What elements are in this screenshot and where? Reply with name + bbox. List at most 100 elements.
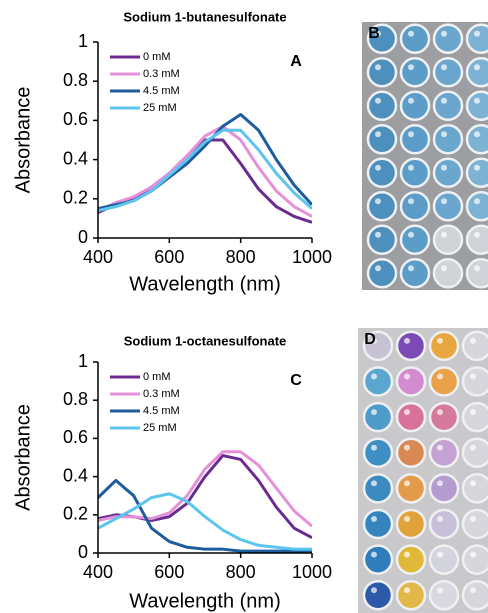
well-glare bbox=[441, 31, 447, 37]
well bbox=[467, 259, 488, 287]
y-tick-label: 0.4 bbox=[63, 148, 88, 168]
y-tick-label: 0.8 bbox=[63, 70, 88, 90]
panel-label: C bbox=[290, 372, 302, 389]
well bbox=[364, 367, 392, 395]
well bbox=[401, 226, 429, 254]
well bbox=[463, 403, 488, 431]
well bbox=[364, 474, 392, 502]
well-glare bbox=[408, 232, 414, 238]
well bbox=[434, 25, 462, 53]
panel-label: A bbox=[290, 53, 302, 70]
well-glare bbox=[474, 131, 480, 137]
well-glare bbox=[408, 31, 414, 37]
well bbox=[364, 546, 392, 574]
well-glare bbox=[474, 31, 480, 37]
legend-label: 4.5 mM bbox=[143, 405, 180, 417]
well-glare bbox=[470, 552, 476, 558]
well-glare bbox=[437, 516, 443, 522]
well-glare bbox=[375, 131, 381, 137]
well-glare bbox=[474, 64, 480, 70]
well bbox=[463, 581, 488, 609]
y-axis-label: Absorbance bbox=[12, 87, 34, 194]
chart-title: Sodium 1-butanesulfonate bbox=[123, 9, 286, 24]
well-glare bbox=[404, 587, 410, 593]
well bbox=[397, 332, 425, 360]
well-glare bbox=[441, 64, 447, 70]
well bbox=[397, 546, 425, 574]
well-glare bbox=[375, 165, 381, 171]
well bbox=[397, 439, 425, 467]
well bbox=[368, 125, 396, 153]
well-glare bbox=[375, 198, 381, 204]
well-glare bbox=[408, 265, 414, 271]
well bbox=[467, 125, 488, 153]
well bbox=[397, 581, 425, 609]
x-tick-label: 600 bbox=[154, 247, 184, 267]
well-glare bbox=[404, 338, 410, 344]
well-glare bbox=[375, 265, 381, 271]
well bbox=[368, 58, 396, 86]
well-glare bbox=[371, 445, 377, 451]
well-glare bbox=[437, 409, 443, 415]
well-glare bbox=[404, 445, 410, 451]
well bbox=[434, 226, 462, 254]
y-tick-label: 0.2 bbox=[63, 504, 88, 524]
well-glare bbox=[470, 373, 476, 379]
y-tick-label: 0.2 bbox=[63, 188, 88, 208]
well bbox=[467, 159, 488, 187]
well-glare bbox=[474, 165, 480, 171]
well bbox=[430, 367, 458, 395]
well bbox=[401, 92, 429, 120]
well bbox=[430, 546, 458, 574]
well bbox=[401, 25, 429, 53]
well bbox=[397, 367, 425, 395]
chart-title: Sodium 1-octanesulfonate bbox=[124, 333, 287, 348]
well-glare bbox=[470, 516, 476, 522]
legend-label: 4.5 mM bbox=[143, 85, 180, 97]
y-tick-label: 0 bbox=[78, 542, 88, 562]
well bbox=[434, 92, 462, 120]
well-glare bbox=[437, 373, 443, 379]
well-glare bbox=[404, 516, 410, 522]
well-glare bbox=[441, 98, 447, 104]
well bbox=[463, 510, 488, 538]
y-axis-label: Absorbance bbox=[12, 404, 34, 511]
legend-label: 0.3 mM bbox=[143, 68, 180, 80]
well-glare bbox=[371, 373, 377, 379]
well bbox=[401, 125, 429, 153]
well-glare bbox=[404, 373, 410, 379]
well bbox=[463, 332, 488, 360]
well bbox=[430, 474, 458, 502]
well-glare bbox=[437, 552, 443, 558]
well-glare bbox=[470, 445, 476, 451]
well bbox=[368, 226, 396, 254]
series-line bbox=[98, 494, 312, 549]
y-tick-label: 0.8 bbox=[63, 389, 88, 409]
well-glare bbox=[404, 480, 410, 486]
x-axis-label: Wavelength (nm) bbox=[129, 273, 281, 295]
well-glare bbox=[408, 64, 414, 70]
well bbox=[430, 439, 458, 467]
well bbox=[401, 58, 429, 86]
well-glare bbox=[437, 338, 443, 344]
well bbox=[364, 581, 392, 609]
well-glare bbox=[470, 409, 476, 415]
well bbox=[467, 192, 488, 220]
photo-label: D bbox=[364, 331, 376, 348]
well-glare bbox=[371, 480, 377, 486]
well-glare bbox=[441, 131, 447, 137]
well bbox=[434, 58, 462, 86]
well-glare bbox=[371, 516, 377, 522]
well bbox=[467, 58, 488, 86]
well bbox=[364, 403, 392, 431]
well-glare bbox=[408, 165, 414, 171]
figure: BDSodium 1-butanesulfonateAAbsorbanceWav… bbox=[0, 0, 488, 613]
x-tick-label: 1000 bbox=[292, 562, 332, 582]
well bbox=[368, 192, 396, 220]
well-glare bbox=[441, 232, 447, 238]
well-glare bbox=[371, 587, 377, 593]
well bbox=[430, 510, 458, 538]
well bbox=[434, 192, 462, 220]
x-tick-label: 800 bbox=[226, 247, 256, 267]
well-glare bbox=[371, 409, 377, 415]
